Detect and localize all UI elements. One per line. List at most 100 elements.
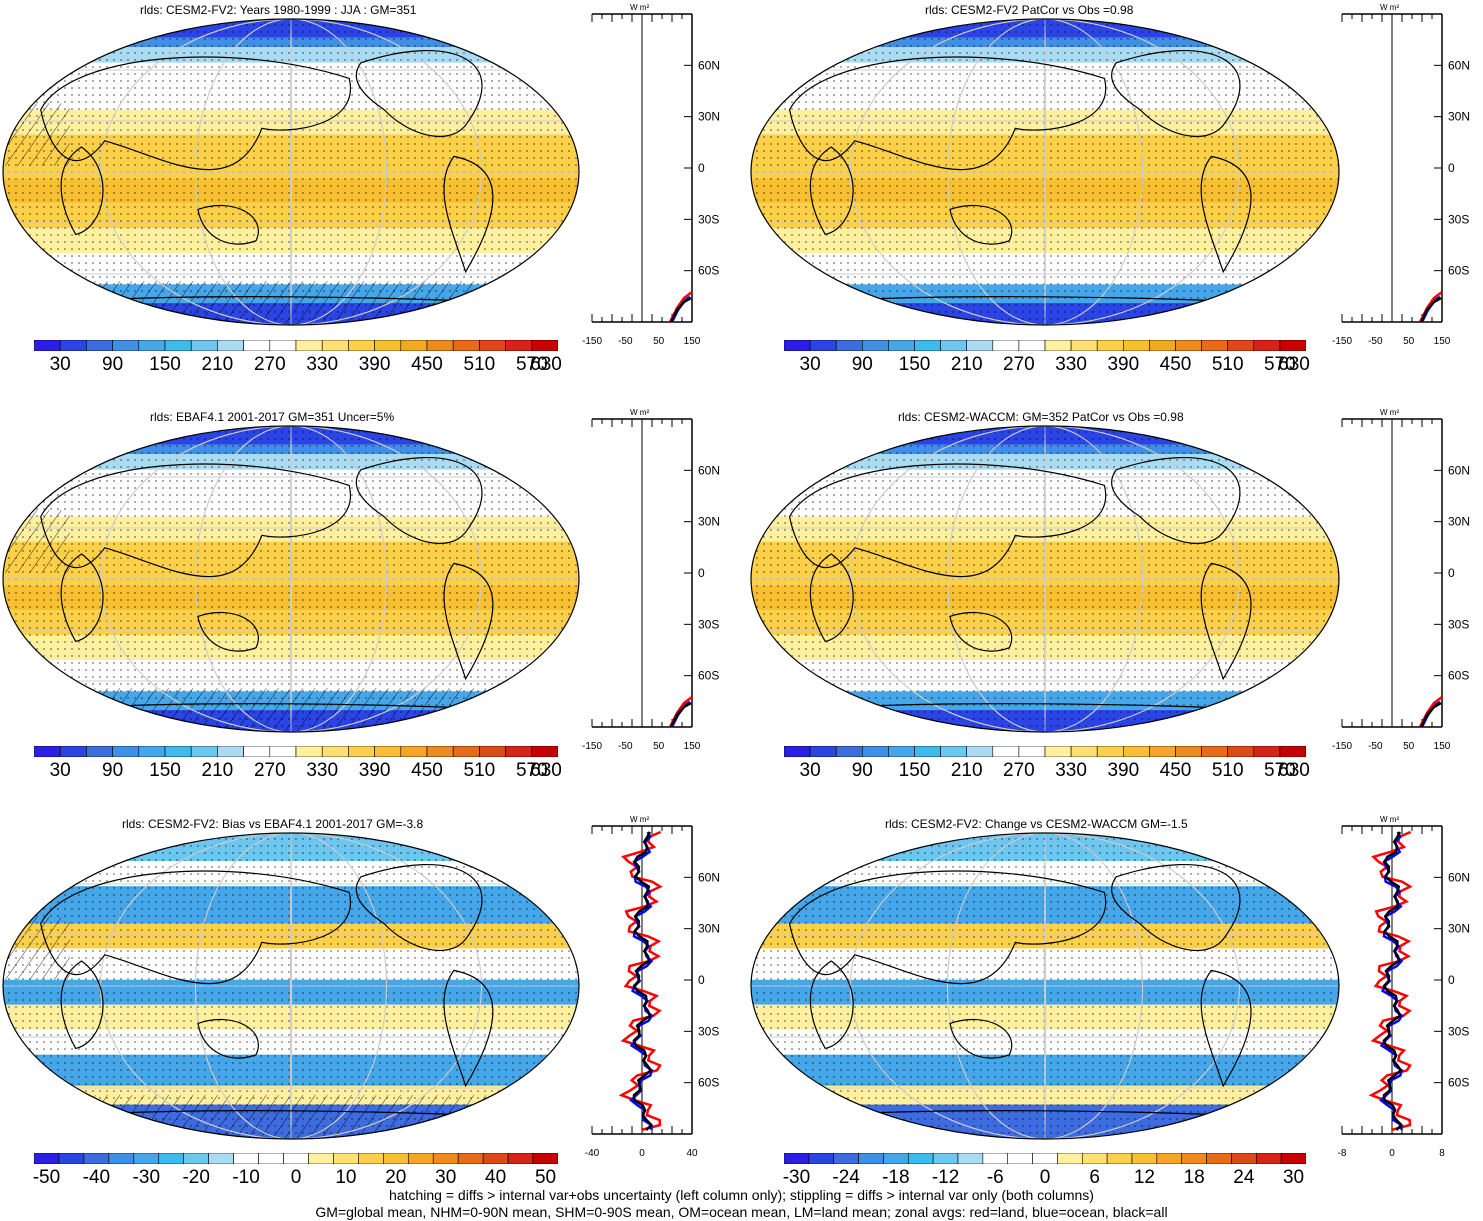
colorbar-tick-label: 450: [411, 760, 443, 781]
colorbar-swatch: [482, 1153, 509, 1164]
zonal-unit-label: W m²: [630, 815, 649, 824]
zonal-unit-label: W m²: [630, 3, 649, 12]
colorbar-swatch: [374, 340, 402, 351]
colorbar-swatch: [1149, 746, 1176, 757]
colorbar-swatch: [888, 746, 915, 757]
colorbar-tick-label: 390: [1107, 760, 1140, 781]
colorbar-tick-label: 450: [1159, 760, 1192, 781]
lat-label: 60S: [1448, 1076, 1469, 1090]
map-plot: [750, 832, 1340, 1140]
zonal-xtick: 50: [653, 336, 665, 347]
colorbar-swatch: [1181, 1153, 1207, 1164]
colorbar-swatch: [809, 340, 837, 351]
colorbar-swatch: [531, 746, 558, 757]
colorbar-swatch: [58, 1153, 85, 1164]
colorbar-swatch: [243, 340, 271, 351]
colorbar-swatch: [1175, 340, 1202, 351]
colorbar-swatch: [269, 340, 297, 351]
colorbar-tick-label: 570: [515, 354, 548, 375]
colorbar-tick-label: 40: [485, 1167, 507, 1188]
lat-label: 30N: [698, 515, 720, 529]
colorbar-tick-label: 90: [851, 354, 873, 375]
lat-label: 0: [1448, 566, 1455, 580]
colorbar-swatch: [940, 746, 968, 757]
colorbar-tick-label: 330: [1055, 354, 1087, 375]
colorbar-swatch: [426, 746, 454, 757]
colorbar-tick-label: 630: [1278, 354, 1310, 375]
colorbar-tick-label: 630: [530, 354, 562, 375]
zonal-xtick: 0: [639, 1148, 645, 1159]
colorbar-swatch: [1253, 340, 1281, 351]
colorbar-swatch: [1279, 340, 1306, 351]
map-title: rlds: CESM2-FV2: Change vs CESM2-WACCM G…: [885, 817, 1188, 831]
map-plot: [2, 832, 580, 1140]
colorbar-tick-label: 150: [898, 354, 931, 375]
colorbar-swatch: [784, 746, 811, 757]
colorbar-tick-label: 30: [435, 1167, 457, 1188]
colorbar-tick-label: 510: [463, 354, 496, 375]
colorbar-tick-label: 270: [1003, 760, 1035, 781]
colorbar-tick-label: -6: [986, 1167, 1004, 1188]
colorbar-tick-label: 0: [290, 1167, 302, 1188]
lat-label: 30S: [698, 212, 719, 226]
colorbar-tick-label: -40: [82, 1167, 111, 1188]
colorbar-tick-label: 270: [253, 354, 286, 375]
colorbar-swatch: [1201, 746, 1229, 757]
colorbar-swatch: [835, 340, 863, 351]
colorbar-swatch: [108, 1153, 135, 1164]
lat-label: 60S: [698, 669, 719, 683]
colorbar-tick-label: -20: [182, 1167, 210, 1188]
colorbar-swatch: [258, 1153, 284, 1164]
colorbar-tick-label: 630: [1278, 760, 1310, 781]
lat-label: 60N: [698, 58, 720, 72]
zonal-xtick: -150: [1332, 741, 1352, 752]
colorbar-tick-label: 24: [1233, 1167, 1255, 1188]
zonal-xtick: 50: [1403, 741, 1415, 752]
colorbar-swatch: [190, 340, 218, 351]
colorbar-swatch: [888, 340, 915, 351]
colorbar-swatch: [400, 746, 428, 757]
colorbar-swatch: [1032, 1153, 1058, 1164]
colorbar-swatch: [217, 746, 244, 757]
colorbar-tick-label: -10: [232, 1167, 260, 1188]
colorbar-swatch: [432, 1153, 459, 1164]
colorbar-swatch: [243, 746, 271, 757]
colorbar-tick-label: -30: [132, 1167, 161, 1188]
zonal-xtick: -150: [1332, 336, 1352, 347]
lat-label: 60N: [1448, 463, 1470, 477]
colorbar-swatch: [862, 746, 889, 757]
lat-label: 30S: [698, 617, 719, 631]
colorbar-tick-label: 270: [253, 760, 286, 781]
colorbar-swatch: [164, 340, 192, 351]
lat-label: 60N: [698, 463, 720, 477]
lat-label: 60S: [698, 264, 719, 278]
colorbar-swatch: [208, 1153, 234, 1164]
colorbar-swatch: [1018, 340, 1046, 351]
lat-label: 0: [1448, 161, 1455, 175]
colorbar-swatch: [1106, 1153, 1133, 1164]
colorbar-swatch: [383, 1153, 409, 1164]
colorbar-tick-label: 90: [102, 354, 124, 375]
colorbar-swatch: [348, 340, 375, 351]
footer-line-1: hatching = diffs > internal var+obs unce…: [389, 1187, 1094, 1203]
colorbar-swatch: [1018, 746, 1046, 757]
colorbar-tick-label: 30: [799, 354, 821, 375]
colorbar-tick-label: 0: [1039, 1167, 1051, 1188]
colorbar-swatch: [1096, 746, 1124, 757]
lat-label: 60N: [1448, 58, 1470, 72]
lat-label: 60S: [1448, 669, 1469, 683]
colorbar-swatch: [966, 340, 994, 351]
colorbar-tick-label: 510: [1211, 760, 1244, 781]
colorbar-tick-label: 510: [463, 760, 496, 781]
colorbar-swatch: [158, 1153, 185, 1164]
colorbar-swatch: [966, 746, 994, 757]
colorbar-swatch: [269, 746, 297, 757]
colorbar-tick-label: 390: [358, 760, 391, 781]
colorbar-tick-label: 330: [306, 354, 339, 375]
zonal-unit-label: W m²: [1380, 408, 1399, 417]
colorbar-tick-label: -30: [782, 1167, 811, 1188]
colorbar: [34, 340, 558, 351]
zonal-xtick: -50: [618, 741, 633, 752]
lat-label: 0: [698, 566, 705, 580]
colorbar-swatch: [1255, 1153, 1282, 1164]
